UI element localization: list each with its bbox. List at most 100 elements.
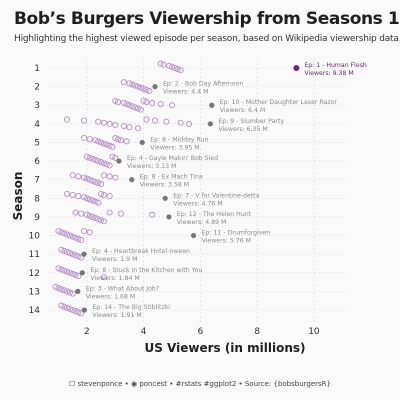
episode-point-s1-6: [174, 66, 181, 73]
episode-point-s6-3: [89, 155, 96, 162]
episode-point-s14-5: [69, 306, 76, 314]
episode-point-s9-12: [149, 211, 156, 218]
episode-point-s12-4: [63, 268, 71, 275]
episode-point-s11-4: [66, 250, 73, 257]
episode-point-s3-5: [126, 102, 133, 109]
episode-point-s4-1: [63, 116, 71, 123]
episode-point-s2-3: [129, 81, 136, 88]
episode-point-s10-4: [63, 231, 71, 238]
episode-point-s3-11: [143, 98, 150, 105]
episode-point-s10-8: [75, 235, 82, 242]
episode-point-s10-9: [78, 236, 85, 243]
episode-point-s8-1: [63, 190, 71, 197]
episode-point-s8-10: [98, 190, 105, 197]
episode-point-s7-11: [106, 173, 113, 180]
highlight-viewers-s14: Viewers: 1.91 M: [92, 312, 141, 319]
episode-point-s9-8: [98, 217, 105, 224]
episode-point-s2-7: [140, 85, 147, 92]
episode-point-s2-1: [120, 79, 127, 86]
highlight-label-s1: Ep: 1 - Human Flesh: [304, 62, 367, 69]
episode-point-s8-11: [100, 191, 107, 199]
episode-point-s1-1: [157, 60, 164, 67]
episode-point-s3-9: [137, 106, 144, 113]
y-axis-label: Season: [11, 172, 25, 221]
highlight-label-s13: Ep: 3 - What About Job?: [86, 285, 159, 292]
episode-point-s8-5: [83, 195, 90, 202]
episode-point-s8-6: [86, 196, 93, 203]
episode-point-s4-13: [177, 119, 184, 126]
episode-point-s6-11: [112, 154, 119, 161]
highlight-viewers-s1: Viewers: 9.38 M: [304, 70, 353, 77]
episode-point-s3-6: [129, 103, 136, 110]
episode-point-s6-8: [103, 161, 110, 168]
episode-point-s4-14: [186, 120, 193, 127]
episode-point-s4-4: [100, 119, 107, 126]
highlight-viewers-s12: Viewers: 1.84 M: [90, 275, 139, 282]
episode-point-s8-8: [92, 198, 99, 205]
episode-point-s12-5: [66, 269, 73, 276]
episode-point-s5-6: [100, 140, 107, 147]
episode-point-s13-6: [66, 289, 73, 296]
episode-point-s12-3: [61, 267, 68, 274]
episode-point-s7-1: [69, 172, 76, 179]
episode-point-s9-7: [95, 216, 102, 223]
episode-point-s9-2: [78, 210, 85, 217]
episode-point-s3-12: [149, 99, 156, 107]
y-tick-label-12: 12: [29, 269, 40, 279]
episode-point-s12-1: [55, 265, 62, 272]
episode-point-s6-1: [83, 153, 90, 160]
episode-point-s11-3: [63, 248, 71, 256]
episode-point-s6-5: [95, 158, 102, 165]
episode-point-s8-4: [81, 194, 88, 201]
y-tick-label-1: 1: [34, 64, 40, 74]
episode-point-s13-4: [61, 287, 68, 294]
highlight-label-s9: Ep: 12 - The Helen Hunt: [177, 211, 252, 218]
episode-point-s12-7: [72, 271, 79, 279]
episode-point-s10-5: [66, 232, 73, 239]
episode-point-s4-7: [120, 122, 127, 130]
highlight-point-s6: [116, 158, 122, 164]
episode-point-s10-10: [81, 228, 88, 235]
episode-point-s7-3: [81, 174, 88, 181]
episode-point-s5-9: [109, 143, 116, 150]
chart-caption: ☐ stevenponce • ◉ poncest • #rstats #ggp…: [69, 380, 331, 388]
episode-point-s3-13: [157, 101, 164, 108]
episode-point-s8-12: [106, 193, 113, 200]
episode-point-s10-3: [61, 230, 68, 237]
episode-point-s6-6: [98, 159, 105, 166]
episode-point-s1-5: [171, 64, 178, 72]
highlight-point-s8: [162, 195, 168, 201]
episode-point-s7-9: [98, 181, 105, 188]
episode-point-s5-11: [115, 136, 122, 143]
episode-point-s4-11: [151, 117, 159, 124]
episode-point-s2-2: [126, 80, 133, 87]
x-tick-label-10: 10: [308, 327, 320, 337]
x-tick-label-6: 6: [198, 327, 204, 337]
episode-point-s13-5: [63, 288, 71, 295]
episode-point-s9-10: [106, 209, 113, 216]
episode-point-s6-9: [106, 162, 113, 169]
episode-point-s14-2: [61, 303, 68, 310]
y-tick-label-13: 13: [29, 287, 40, 297]
episode-point-s7-8: [95, 179, 102, 187]
x-tick-label-8: 8: [254, 327, 260, 337]
episode-point-s8-2: [69, 191, 76, 199]
episode-point-s9-4: [86, 212, 93, 219]
episode-point-s11-8: [78, 254, 85, 261]
episode-point-s1-4: [168, 63, 176, 70]
episode-point-s6-10: [109, 153, 116, 160]
highlight-point-s5: [139, 139, 145, 146]
episode-point-s2-4: [132, 82, 139, 89]
episode-point-s10-2: [58, 229, 65, 236]
highlight-viewers-s13: Viewers: 1.68 M: [86, 293, 135, 300]
episode-point-s4-6: [112, 121, 119, 128]
y-tick-label-10: 10: [29, 232, 41, 242]
episode-point-s5-7: [103, 141, 110, 148]
episode-point-s1-2: [160, 61, 167, 68]
x-axis-label: US Viewers (in millions): [144, 341, 305, 355]
x-tick-label-2: 2: [84, 327, 90, 337]
episode-point-s2-5: [134, 83, 142, 90]
